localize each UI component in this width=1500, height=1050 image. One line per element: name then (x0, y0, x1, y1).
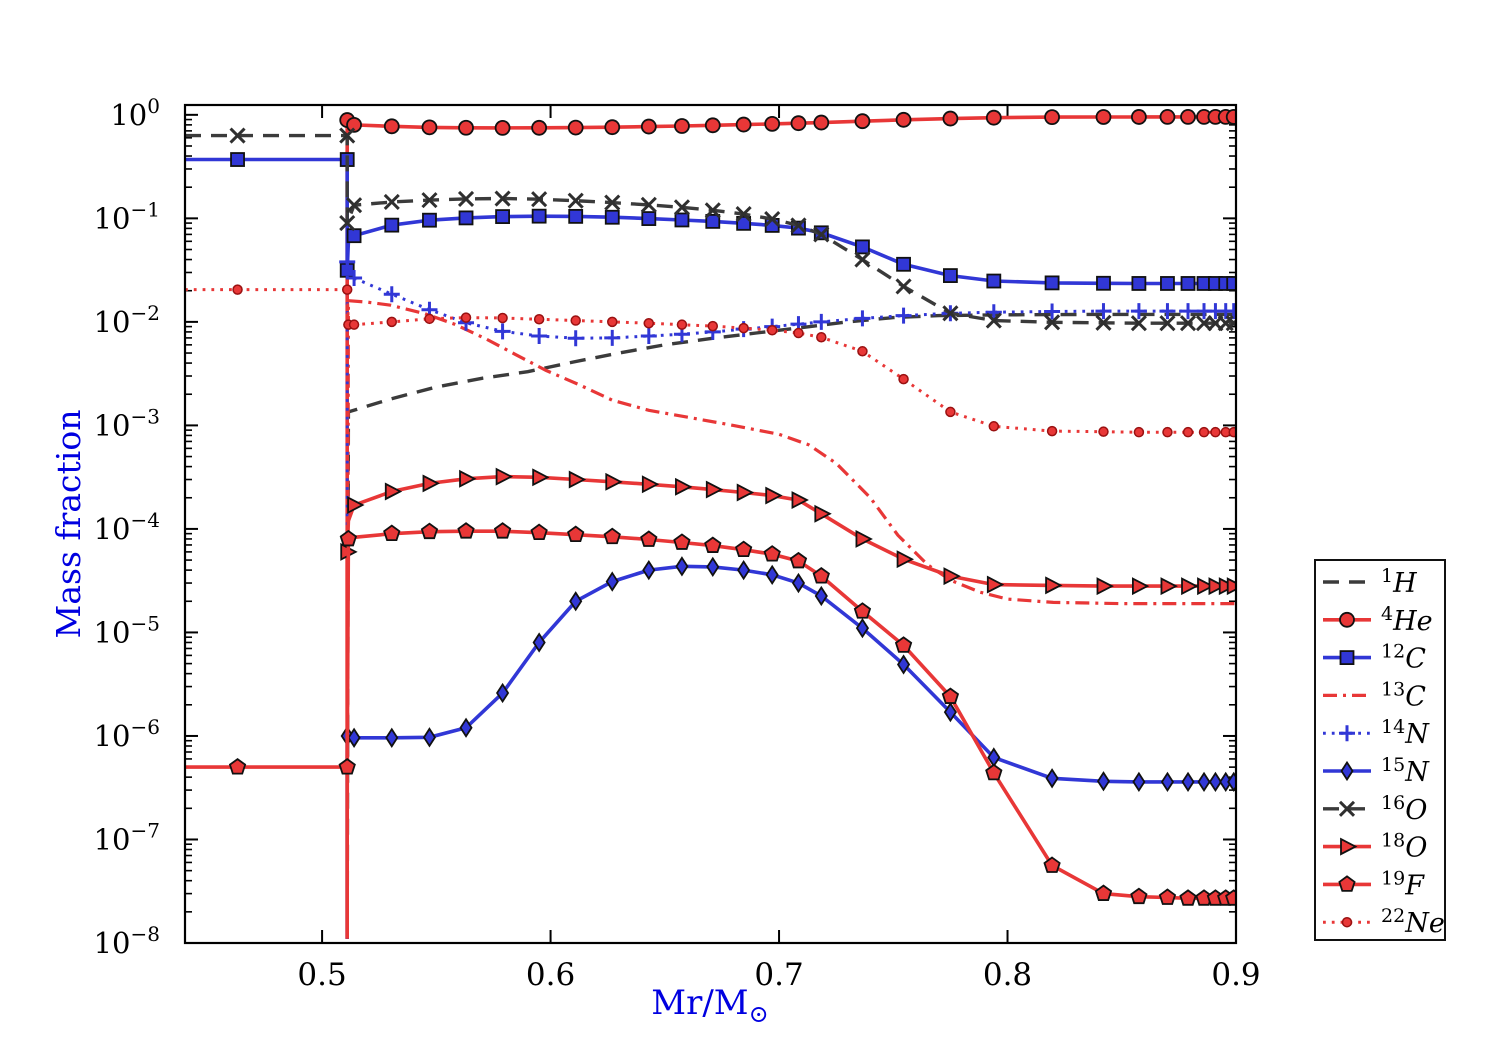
x-tick-label: 0.5 (297, 957, 346, 993)
y-tick-label: 10−7 (94, 818, 160, 856)
series-22Ne-line (185, 288, 1234, 434)
series-15N (340, 556, 1236, 939)
legend-item-4He: 4He (1323, 603, 1433, 637)
series-13C-line (345, 298, 1236, 939)
series-14N-markers (339, 253, 1236, 347)
legend-item-14N: 14N (1323, 716, 1430, 750)
y-tick-label: 100 (110, 94, 160, 132)
y-tick-label: 10−8 (94, 922, 160, 960)
series-19F-markers (228, 522, 1236, 906)
y-axis-label: Mass fraction (49, 410, 88, 639)
legend-label: 15N (1381, 754, 1430, 788)
legend-label: 1H (1381, 565, 1417, 599)
legend-box (1314, 559, 1446, 941)
y-tick-label: 10−3 (94, 404, 160, 442)
series-14N-line (345, 261, 1234, 939)
series-14N (339, 253, 1236, 939)
legend-item-19F: 19F (1323, 867, 1425, 901)
series-22Ne (185, 284, 1236, 438)
legend-item-18O: 18O (1323, 830, 1427, 864)
series-1H (345, 312, 1236, 939)
series-1H-line (345, 312, 1236, 939)
legend-label: 12C (1381, 641, 1426, 675)
series-15N-markers (340, 556, 1236, 793)
legend-label: 19F (1381, 867, 1425, 901)
legend-label: 22Ne (1381, 905, 1445, 939)
axis-minor-ticks (185, 118, 1236, 913)
y-tick-labels: 100 10−1 10−2 10−3 10−4 10−5 10−6 10−7 10−8 (94, 94, 160, 960)
series-22Ne-markers (232, 284, 1236, 438)
series-15N-line (345, 564, 1234, 939)
x-tick-label: 0.9 (1211, 957, 1260, 993)
legend-item-15N: 15N (1323, 754, 1430, 788)
series-18O-markers (340, 467, 1236, 596)
legend-item-22Ne: 22Ne (1323, 905, 1445, 939)
plot-frame (183, 103, 1238, 945)
legend-item-16O: 16O (1323, 792, 1427, 826)
y-tick-label: 10−4 (94, 508, 160, 546)
y-tick-label: 10−1 (94, 197, 160, 235)
series-18O-line (345, 474, 1234, 939)
series-4He-markers (339, 109, 1236, 136)
x-tick-label: 0.8 (983, 957, 1032, 993)
legend-label: 16O (1381, 792, 1427, 826)
legend-item-1H: 1H (1323, 565, 1417, 599)
series-13C (345, 298, 1236, 939)
legend-label: 4He (1381, 603, 1433, 637)
legend-label: 14N (1381, 716, 1430, 750)
legend-label: 13C (1381, 678, 1426, 712)
series-16O (185, 127, 1236, 332)
x-tick-labels: 0.5 0.6 0.7 0.8 0.9 (297, 957, 1260, 993)
series-4He (339, 109, 1236, 939)
axis-ticks (185, 105, 1237, 944)
series-19F (185, 522, 1236, 906)
legend-item-13C: 13C (1323, 678, 1426, 712)
y-tick-label: 10−6 (94, 715, 160, 753)
series-12C (185, 152, 1236, 291)
x-tick-label: 0.6 (526, 957, 575, 993)
series-18O (340, 467, 1236, 939)
y-tick-label: 10−5 (94, 611, 160, 649)
legend-item-12C: 12C (1323, 641, 1426, 675)
x-axis-label: Mr/M⊙ (651, 983, 768, 1028)
series-4He-line (345, 115, 1234, 939)
y-tick-label: 10−2 (94, 301, 160, 339)
legend-label: 18O (1381, 830, 1427, 864)
series-12C-markers (230, 152, 1236, 291)
x-tick-label: 0.7 (754, 957, 803, 993)
series-16O-markers (229, 127, 1236, 332)
series-16O-line (185, 133, 1234, 325)
